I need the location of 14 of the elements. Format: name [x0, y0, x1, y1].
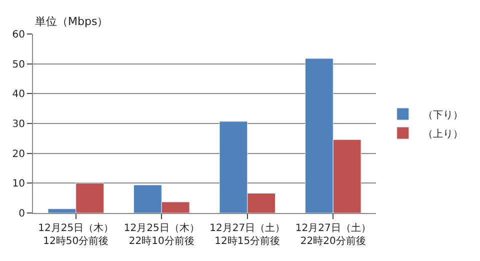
x-tick-label: 12月27日（土） 12時15分前後 — [210, 222, 286, 247]
y-tick-label: 60 — [12, 30, 25, 40]
y-tick-label: 50 — [12, 59, 25, 70]
x-tick-label: 12月25日（木） 12時50分前後 — [38, 222, 114, 247]
legend-label: （下り） — [422, 110, 463, 121]
y-tick-label: 20 — [12, 148, 25, 160]
y-axis-title: 単位（Mbps） — [35, 15, 108, 28]
x-tick-label: 12月27日（土） 22時20分前後 — [295, 222, 371, 247]
y-tick-label: 10 — [12, 178, 25, 190]
legend-label: （上り） — [422, 128, 463, 140]
x-tick-label: 12月25日（木） 22時10分前後 — [124, 222, 200, 247]
y-tick-label: 40 — [12, 89, 25, 100]
y-tick-label: 30 — [12, 119, 25, 130]
y-tick-label: 0 — [18, 208, 25, 220]
